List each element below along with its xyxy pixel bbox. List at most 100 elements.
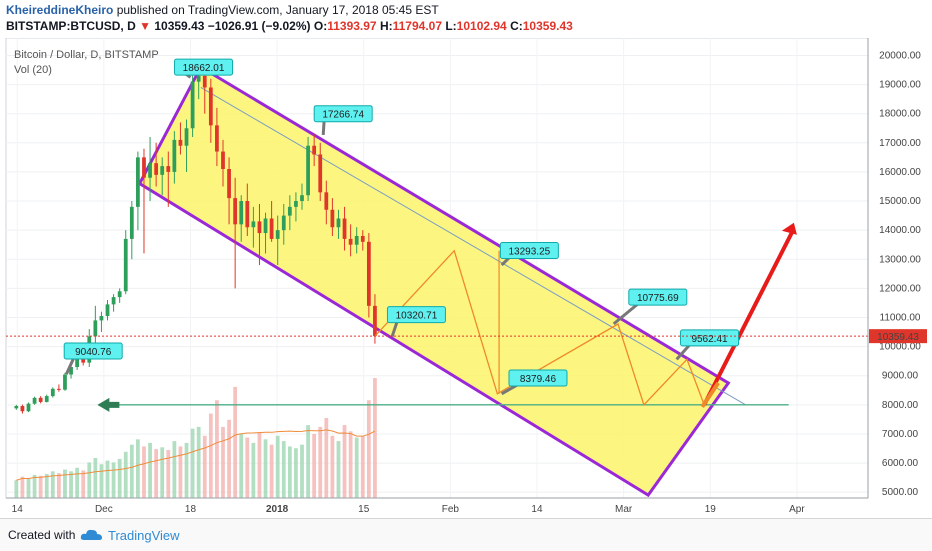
price-chart[interactable]: 18662.01 17266.74 13293.25 10320.71 10775.69…: [0, 38, 932, 518]
symbol-name: BITSTAMP:BTCUSD, D: [6, 19, 136, 33]
volume-bar: [239, 434, 244, 498]
candle-body: [111, 297, 116, 305]
price-axis[interactable]: 5000.00 6000.00 7000.00 8000.00 9000.00 10000…: [867, 38, 927, 498]
volume-bar: [294, 448, 298, 498]
candle-body: [360, 235, 365, 242]
candle-body: [227, 169, 231, 199]
callout-pointer: [612, 301, 640, 326]
candle-body: [69, 366, 73, 375]
volume-bar: [14, 480, 19, 498]
candle-body: [38, 397, 43, 402]
open-label: O:: [313, 19, 328, 33]
time-tick-label: Feb: [442, 504, 460, 515]
volume-bar: [257, 432, 262, 498]
candle-body: [257, 221, 262, 234]
candle-body: [269, 218, 274, 239]
callout-box: [628, 288, 688, 306]
price-tick-label: 11000.00: [880, 312, 921, 323]
volume-bar: [178, 446, 183, 498]
volume-bar: [99, 464, 104, 498]
volume-bar: [306, 425, 310, 498]
projection-path: [374, 249, 705, 407]
volume-bar: [154, 449, 159, 498]
volume-label: Vol (20): [14, 64, 52, 76]
volume-bar: [38, 475, 43, 498]
price-tick-label: 20000.00: [879, 50, 921, 61]
candle-body: [105, 304, 110, 317]
candle-body: [129, 206, 134, 239]
callout-label: 17266.74: [322, 110, 364, 121]
volume-bar: [44, 474, 49, 498]
volume-bar: [300, 444, 304, 498]
channel-guide-line: [200, 87, 746, 406]
volume-bar: [142, 446, 146, 498]
candle-body: [245, 201, 250, 228]
candle-body: [142, 157, 146, 178]
volume-bar: [129, 444, 134, 498]
callout-box: [313, 105, 373, 123]
candle-body: [50, 388, 55, 397]
footer: Created with TradingView: [0, 518, 932, 551]
volume-bar: [57, 473, 61, 498]
volume-bar: [330, 435, 335, 498]
publisher-line: KheireddineKheiro published on TradingVi…: [6, 3, 439, 17]
candle-body: [275, 230, 280, 239]
callout-pointer: [321, 119, 326, 136]
price-tick-label: 15000.00: [879, 196, 921, 207]
low-label: L:: [445, 19, 457, 33]
callout-box: [174, 58, 234, 76]
time-tick-label: Mar: [615, 504, 633, 515]
volume-bar: [87, 462, 92, 498]
volume-bar: [148, 442, 152, 498]
chart-title: Bitcoin / Dollar, D, BITSTAMP: [14, 49, 159, 61]
volume-bar: [373, 378, 377, 498]
candle-body: [136, 157, 140, 207]
volume-bar: [117, 458, 122, 498]
low-value: 10102.94: [456, 19, 507, 33]
volume-bar: [336, 441, 341, 498]
volume-bar: [245, 437, 250, 498]
callout-label: 13293.25: [509, 247, 551, 258]
volume-bar: [172, 441, 177, 498]
volume-bar: [184, 442, 189, 498]
tradingview-brand[interactable]: TradingView: [108, 528, 180, 543]
candle-body: [166, 166, 171, 172]
candle-body: [196, 75, 201, 82]
high-label: H:: [379, 19, 393, 33]
symbol-line: BITSTAMP:BTCUSD, D ▼ 10359.43 −1026.91 (…: [6, 19, 573, 33]
candle-body: [306, 145, 310, 196]
candle-body: [172, 139, 177, 172]
callout-box: [508, 369, 568, 387]
author-link[interactable]: KheireddineKheiro: [6, 3, 114, 17]
price-tick-label: 9000.00: [882, 371, 919, 382]
time-tick-label: 15: [358, 504, 370, 515]
callout-box: [680, 329, 740, 347]
candle-body: [32, 397, 37, 404]
price-tick-label: 12000.00: [879, 283, 921, 294]
volume-bar: [123, 451, 128, 498]
candle-body: [117, 291, 122, 298]
volume-bar: [190, 428, 195, 498]
price-tick-label: 16000.00: [879, 167, 921, 178]
candle-body: [123, 238, 128, 292]
channel-polygon: [137, 65, 731, 498]
callout-box: [499, 242, 559, 260]
candle-body: [312, 145, 317, 155]
time-tick-label: 19: [705, 504, 717, 515]
created-with-text: Created with: [8, 528, 76, 542]
price-tick-label: 14000.00: [879, 225, 921, 236]
published-text: published on TradingView.com, January 17…: [116, 3, 439, 17]
candle-body: [14, 406, 19, 409]
volume-bar: [360, 435, 365, 498]
time-axis[interactable]: 14 Dec 18 2018 15 Feb 14 Mar 19 Apr: [6, 497, 868, 515]
callout-label: 10320.71: [396, 311, 438, 322]
volume-bar: [160, 447, 165, 498]
open-value: 11393.97: [327, 19, 377, 33]
volume-bar: [312, 434, 317, 498]
candle-body: [330, 209, 335, 228]
change-value: −1026.91 (−9.02%): [207, 19, 311, 33]
volume-bar: [324, 418, 329, 498]
volume-bar: [136, 439, 140, 498]
volume-bar: [342, 425, 347, 498]
volume-bar: [227, 419, 231, 498]
